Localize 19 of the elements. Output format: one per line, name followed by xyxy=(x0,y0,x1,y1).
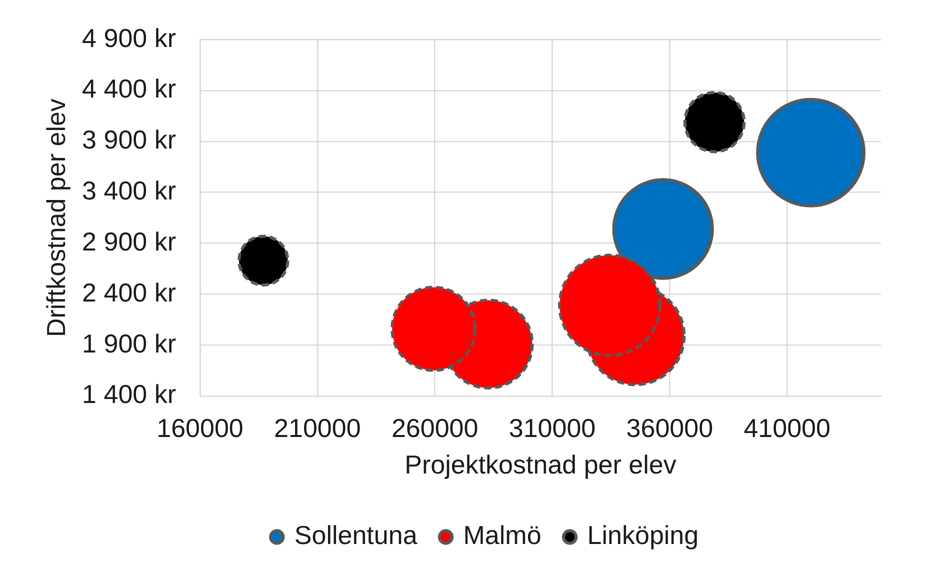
y-axis-title: Driftkostnad per elev xyxy=(40,98,71,338)
y-tick-label: 3 400 kr xyxy=(82,176,176,206)
x-axis-title: Projektkostnad per elev xyxy=(404,450,676,480)
y-tick-label: 2 400 kr xyxy=(82,277,176,308)
y-tick-label: 1 900 kr xyxy=(82,328,176,358)
x-tick-label: 360000 xyxy=(626,412,714,443)
x-tick-label: 260000 xyxy=(391,412,478,443)
x-tick-label: 310000 xyxy=(508,412,596,443)
y-tick-label: 1 400 kr xyxy=(82,379,176,410)
x-tick-label: 410000 xyxy=(744,412,830,443)
x-tick-label: 160000 xyxy=(156,412,244,443)
y-tick-label: 3 900 kr xyxy=(82,124,176,155)
legend-label: Linköping xyxy=(587,520,699,550)
legend-label: Malmö xyxy=(463,520,542,550)
x-tick-label: 210000 xyxy=(274,412,361,443)
legend-label: Sollentuna xyxy=(294,520,418,550)
y-tick-label: 2 900 kr xyxy=(82,226,176,256)
y-tick-label: 4 400 kr xyxy=(82,74,176,104)
y-tick-label: 4 900 kr xyxy=(82,22,176,53)
